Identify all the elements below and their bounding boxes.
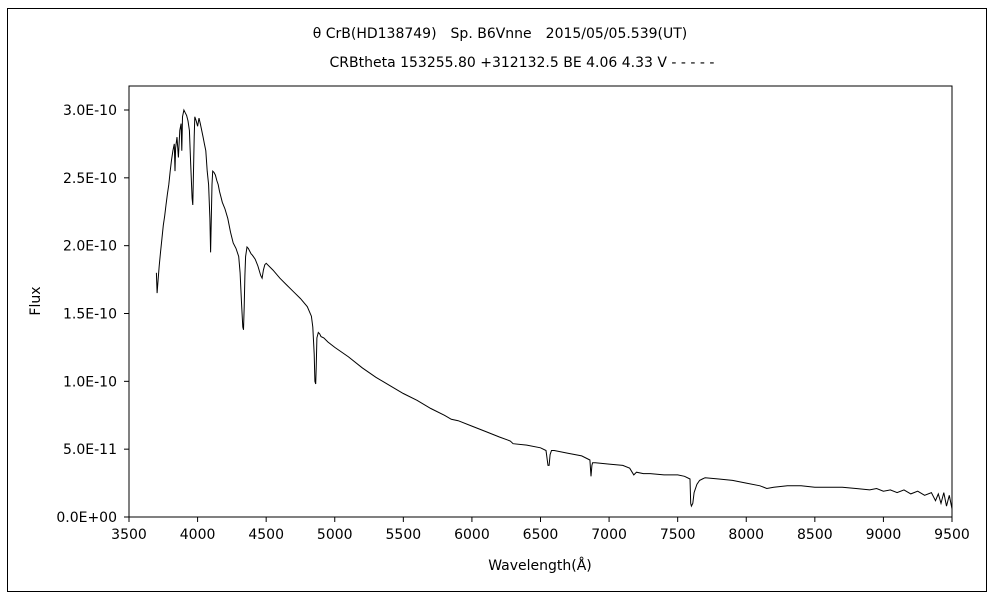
y-tick-label: 0.0E+00	[56, 510, 117, 526]
chart-title: θ CrB(HD138749) Sp. B6Vnne 2015/05/05.53…	[313, 26, 688, 42]
x-tick-label: 6500	[523, 527, 559, 543]
y-tick-label: 1.5E-10	[63, 307, 117, 323]
x-tick-label: 7500	[660, 527, 696, 543]
x-tick-label: 8000	[728, 527, 764, 543]
y-tick-label: 5.0E-11	[63, 442, 117, 458]
x-axis: 3500 4000 4500 5000 5500 6000 6500 7000 7500 8000…	[111, 517, 970, 543]
x-tick-label: 9500	[934, 527, 970, 543]
x-tick-label: 6000	[454, 527, 490, 543]
y-tick-label: 2.0E-10	[63, 239, 117, 255]
chart-subtitle: CRBtheta 153255.80 +312132.5 BE 4.06 4.3…	[330, 55, 715, 71]
y-tick-label: 3.0E-10	[63, 103, 117, 119]
x-tick-label: 8500	[797, 527, 833, 543]
y-tick-label: 1.0E-10	[63, 374, 117, 390]
x-tick-label: 4000	[180, 527, 216, 543]
y-axis-label: Flux	[28, 286, 44, 315]
y-tick-label: 2.5E-10	[63, 171, 117, 187]
x-tick-label: 9000	[866, 527, 902, 543]
x-tick-label: 5500	[386, 527, 422, 543]
x-tick-label: 7000	[591, 527, 627, 543]
x-tick-label: 5000	[317, 527, 353, 543]
plot-area	[128, 85, 953, 518]
spectrum-line	[155, 108, 953, 509]
y-axis: 0.0E+00 5.0E-11 1.0E-10 1.5E-10 2.0E-10 2.5E-…	[56, 103, 129, 526]
x-axis-label: Wavelength(Å)	[488, 557, 592, 574]
x-tick-label: 3500	[111, 527, 147, 543]
x-tick-label: 4500	[248, 527, 284, 543]
